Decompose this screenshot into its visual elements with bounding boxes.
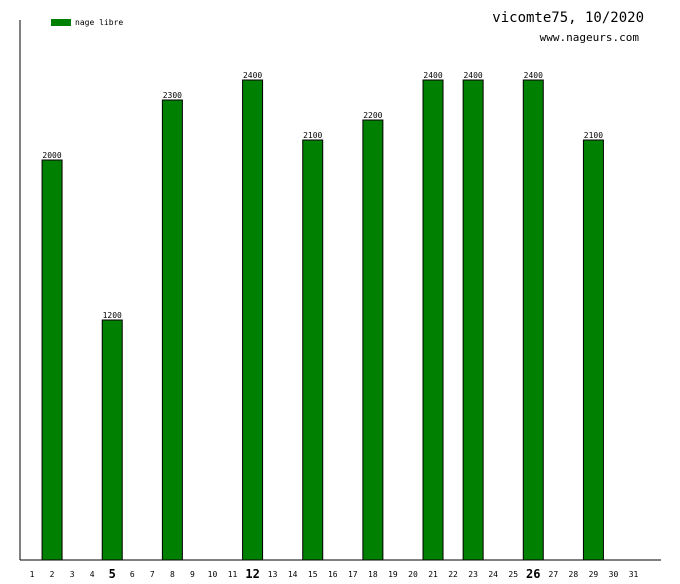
bar-day-15	[302, 139, 324, 561]
x-tick-label-2: 2	[50, 570, 55, 579]
x-tick-label-20: 20	[408, 570, 418, 579]
x-tick-label-15: 15	[308, 570, 318, 579]
bar-day-29	[582, 139, 604, 561]
x-tick-label-19: 19	[388, 570, 398, 579]
x-tick-label-3: 3	[70, 570, 75, 579]
bar-day-12	[242, 79, 264, 561]
x-tick-label-31: 31	[629, 570, 639, 579]
data-label-day-5: 1200	[103, 311, 122, 320]
x-tick-label-24: 24	[488, 570, 498, 579]
x-tick-label-27: 27	[549, 570, 559, 579]
legend-swatch	[51, 18, 71, 26]
data-label-day-2: 2000	[42, 151, 61, 160]
bar-day-26	[522, 79, 544, 561]
bar-day-8	[161, 99, 183, 561]
data-label-day-26: 2400	[524, 71, 543, 80]
data-label-day-29: 2100	[584, 131, 603, 140]
data-label-day-8: 2300	[163, 91, 182, 100]
data-label-day-18: 2200	[363, 111, 382, 120]
bar-day-21	[422, 79, 444, 561]
x-tick-label-1: 1	[30, 570, 35, 579]
x-tick-label-25: 25	[508, 570, 518, 579]
x-tick-label-13: 13	[268, 570, 278, 579]
chart-subtitle: www.nageurs.com	[539, 31, 639, 44]
chart-title: vicomte75, 10/2020	[492, 10, 644, 26]
x-tick-label-18: 18	[368, 570, 378, 579]
bar-day-18	[362, 119, 384, 561]
x-tick-label-21: 21	[428, 570, 438, 579]
x-tick-label-7: 7	[150, 570, 155, 579]
x-tick-label-23: 23	[468, 570, 478, 579]
x-tick-label-4: 4	[90, 570, 95, 579]
legend-label: nage libre	[75, 17, 124, 27]
x-tick-label-12: 12	[245, 567, 259, 580]
x-tick-label-8: 8	[170, 570, 175, 579]
x-tick-label-10: 10	[208, 570, 218, 579]
x-tick-label-11: 11	[228, 570, 238, 579]
x-tick-label-28: 28	[569, 570, 579, 579]
x-tick-label-29: 29	[589, 570, 599, 579]
bar-day-5	[101, 319, 123, 561]
bar-day-23	[462, 79, 484, 561]
data-label-day-12: 2400	[243, 71, 262, 80]
data-label-day-15: 2100	[303, 131, 322, 140]
data-label-day-23: 2400	[463, 71, 482, 80]
x-tick-label-14: 14	[288, 570, 298, 579]
x-tick-label-5: 5	[109, 567, 116, 580]
x-tick-label-26: 26	[526, 567, 540, 580]
x-tick-label-6: 6	[130, 570, 135, 579]
x-tick-label-16: 16	[328, 570, 338, 579]
data-label-day-21: 2400	[423, 71, 442, 80]
x-tick-label-9: 9	[190, 570, 195, 579]
legend: nage libre	[51, 17, 123, 27]
x-tick-label-30: 30	[609, 570, 619, 579]
bar-day-2	[41, 159, 63, 561]
x-tick-label-22: 22	[448, 570, 458, 579]
x-tick-label-17: 17	[348, 570, 358, 579]
